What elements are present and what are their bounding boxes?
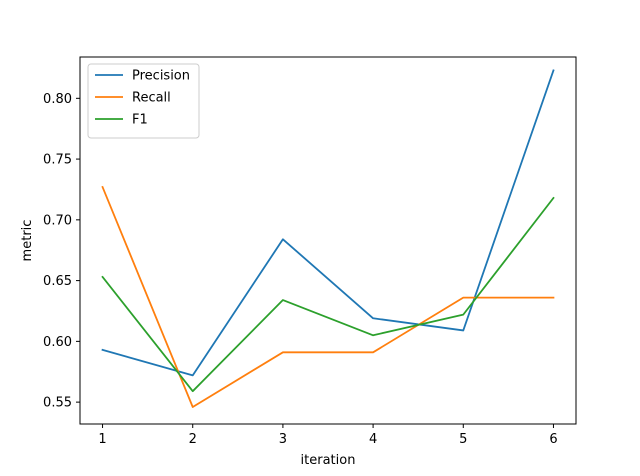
y-tick-label: 0.75 xyxy=(43,153,72,168)
legend: Precision Recall F1 xyxy=(87,63,200,139)
y-tick-label: 0.60 xyxy=(43,335,72,350)
x-tick-label: 5 xyxy=(459,432,467,447)
legend-label: Precision xyxy=(132,69,190,84)
y-tick-label: 0.55 xyxy=(43,396,72,411)
legend-label: F1 xyxy=(132,113,148,128)
y-tick-label: 0.65 xyxy=(43,274,72,289)
series-layer xyxy=(101,69,555,408)
y-axis-label: metric xyxy=(20,220,35,262)
series-line-recall xyxy=(101,185,555,408)
y-tick-label: 0.70 xyxy=(43,213,72,228)
x-tick-label: 6 xyxy=(549,432,557,447)
x-axis: 1 2 3 4 5 6 xyxy=(98,424,558,447)
x-tick-label: 2 xyxy=(189,432,197,447)
series-line-f1 xyxy=(101,196,555,393)
y-axis: 0.55 0.60 0.65 0.70 0.75 0.80 xyxy=(43,92,80,411)
y-tick-label: 0.80 xyxy=(43,92,72,107)
x-tick-label: 4 xyxy=(369,432,377,447)
x-axis-label: iteration xyxy=(301,453,356,468)
x-tick-label: 1 xyxy=(98,432,106,447)
legend-label: Recall xyxy=(132,91,171,106)
plot-frame xyxy=(79,56,577,425)
x-tick-label: 3 xyxy=(279,432,287,447)
